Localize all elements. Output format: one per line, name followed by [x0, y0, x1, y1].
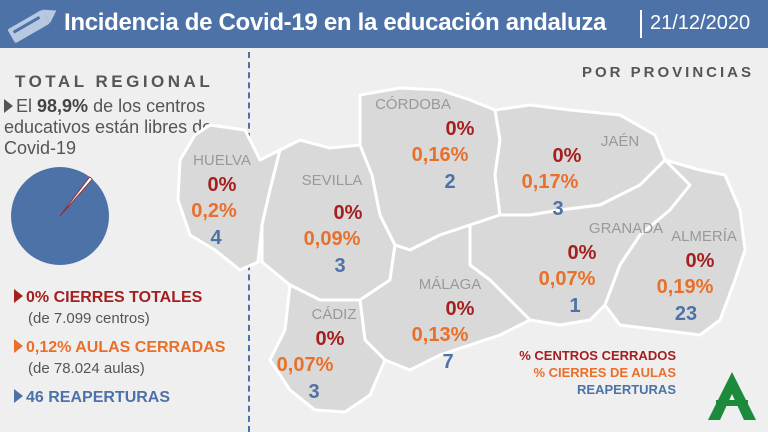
stat-closures-sub: (de 7.099 centros): [28, 310, 150, 327]
free-percentage: 98,9%: [37, 96, 89, 116]
province-cádiz-name: CÁDIZ: [311, 306, 357, 323]
arrow-icon: [14, 389, 23, 403]
legend-closed-centers: % CENTROS CERRADOS: [519, 348, 676, 363]
map-huelva: [176, 123, 282, 272]
province-jaén-classrooms: 0,17%: [521, 171, 579, 193]
pencil-icon: [8, 9, 57, 43]
province-jaén-reopen: 3: [552, 198, 564, 220]
province-jaén-closed: 0%: [552, 145, 582, 167]
date: 21/12/2020: [650, 12, 751, 34]
province-huelva-classrooms: 0,2%: [191, 200, 237, 222]
province-almería-name: ALMERÍA: [671, 228, 737, 245]
arrow-icon: [14, 289, 23, 303]
junta-andalucia-logo: [708, 372, 756, 420]
stat-classrooms-sub: (de 78.024 aulas): [28, 360, 145, 377]
arrow-icon: [4, 99, 13, 113]
province-málaga-name: MÁLAGA: [418, 276, 482, 293]
province-almería-reopen: 23: [674, 303, 698, 325]
legend-reopenings: REAPERTURAS: [577, 382, 676, 397]
province-huelva-reopen: 4: [210, 227, 222, 249]
province-málaga-classrooms: 0,13%: [411, 324, 469, 346]
province-málaga-reopen: 7: [442, 351, 454, 373]
stat-closures: 0% CIERRES TOTALES: [14, 289, 202, 307]
arrow-icon: [14, 339, 23, 353]
stat-reopenings: 46 REAPERTURAS: [14, 389, 170, 407]
page-title: Incidencia de Covid-19 en la educación a…: [64, 9, 607, 36]
provinces-title: POR PROVINCIAS: [581, 64, 754, 81]
map-almeria: [603, 158, 747, 337]
province-granada-closed: 0%: [567, 242, 597, 264]
province-córdoba-name: CÓRDOBA: [375, 96, 451, 113]
regional-title: TOTAL REGIONAL: [15, 72, 214, 91]
province-sevilla-reopen: 3: [334, 255, 346, 277]
header: Incidencia de Covid-19 en la educación a…: [0, 0, 768, 48]
province-málaga-closed: 0%: [445, 298, 475, 320]
map-cadiz: [268, 283, 387, 414]
regional-intro: El 98,9% de los centros educativos están…: [4, 96, 213, 158]
legend-closed-classrooms: % CIERRES DE AULAS: [533, 365, 676, 380]
province-huelva-name: HUELVA: [193, 152, 251, 169]
province-córdoba-reopen: 2: [444, 171, 456, 193]
province-granada-reopen: 1: [569, 295, 581, 317]
province-cádiz-closed: 0%: [315, 328, 345, 350]
province-almería-classrooms: 0,19%: [656, 276, 714, 298]
province-cádiz-classrooms: 0,07%: [276, 354, 334, 376]
regional-pie-chart: [11, 167, 109, 265]
province-sevilla-classrooms: 0,09%: [303, 228, 361, 250]
province-cádiz-reopen: 3: [308, 381, 320, 403]
province-sevilla-name: SEVILLA: [301, 172, 363, 189]
province-granada-classrooms: 0,07%: [538, 268, 596, 290]
pie-slice-affected: [59, 176, 93, 217]
province-córdoba-closed: 0%: [445, 118, 475, 140]
province-granada-name: GRANADA: [588, 220, 664, 237]
province-almería-closed: 0%: [685, 250, 715, 272]
province-sevilla-closed: 0%: [333, 202, 363, 224]
province-jaén-name: JAÉN: [600, 133, 640, 150]
province-córdoba-classrooms: 0,16%: [411, 144, 469, 166]
province-huelva-closed: 0%: [207, 174, 237, 196]
stat-classrooms: 0,12% AULAS CERRADAS: [14, 339, 225, 357]
title-separator: [640, 10, 642, 38]
